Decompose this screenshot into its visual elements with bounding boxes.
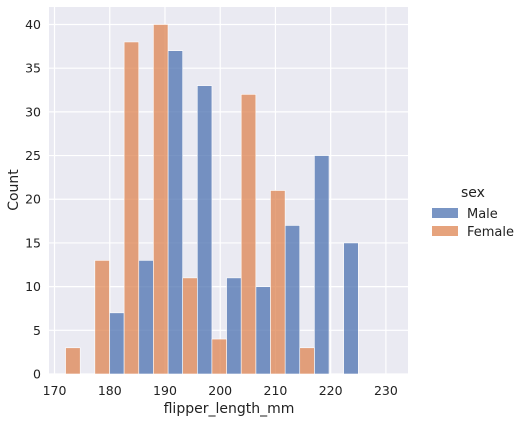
bar-male-4 bbox=[196, 85, 213, 375]
y-tick-label: 20 bbox=[25, 192, 41, 207]
bar-female-5 bbox=[211, 338, 227, 375]
y-tick-label: 15 bbox=[25, 235, 41, 250]
y-tick-label: 25 bbox=[25, 148, 41, 163]
y-tick-labels: 0 5 10 15 20 25 30 35 40 bbox=[25, 17, 41, 382]
legend-title: sex bbox=[461, 185, 485, 201]
x-tick-label: 220 bbox=[319, 383, 343, 398]
x-tick-label: 230 bbox=[374, 383, 398, 398]
bar-male-1 bbox=[109, 312, 125, 375]
x-tick-label: 200 bbox=[208, 383, 232, 398]
x-tick-label: 210 bbox=[264, 383, 288, 398]
bar-male-3 bbox=[167, 50, 183, 375]
bar-female-3 bbox=[153, 24, 169, 375]
bar-female-6 bbox=[240, 94, 257, 375]
bar-female-1 bbox=[94, 260, 110, 375]
bar-male-6 bbox=[255, 286, 271, 375]
bar-female-0 bbox=[65, 347, 81, 375]
bar-male-9 bbox=[343, 242, 359, 375]
x-axis-label: flipper_length_mm bbox=[164, 401, 295, 417]
bar-female-2 bbox=[123, 41, 140, 375]
bar-male-2 bbox=[138, 260, 154, 375]
y-tick-label: 40 bbox=[25, 17, 41, 32]
y-tick-label: 0 bbox=[33, 367, 41, 382]
legend: sex Male Female bbox=[432, 185, 514, 240]
bar-male-8 bbox=[314, 155, 330, 375]
y-tick-label: 5 bbox=[33, 323, 41, 338]
x-tick-label: 190 bbox=[153, 383, 177, 398]
bar-male-7 bbox=[284, 225, 301, 375]
x-tick-labels: 170 180 190 200 210 220 230 bbox=[43, 383, 398, 398]
bar-male-5 bbox=[226, 277, 242, 375]
legend-swatch-male bbox=[432, 208, 458, 218]
x-tick-label: 170 bbox=[43, 383, 67, 398]
y-tick-label: 10 bbox=[25, 279, 41, 294]
y-axis-label: Count bbox=[6, 169, 22, 211]
bars bbox=[65, 24, 359, 375]
legend-label-male: Male bbox=[467, 207, 498, 222]
bar-female-8 bbox=[299, 347, 315, 375]
bar-female-4 bbox=[182, 277, 198, 375]
x-tick-label: 180 bbox=[98, 383, 122, 398]
y-tick-label: 35 bbox=[25, 61, 41, 76]
bar-female-7 bbox=[270, 190, 286, 375]
legend-swatch-female bbox=[432, 226, 458, 236]
legend-label-female: Female bbox=[467, 225, 514, 240]
y-tick-label: 30 bbox=[25, 104, 41, 119]
